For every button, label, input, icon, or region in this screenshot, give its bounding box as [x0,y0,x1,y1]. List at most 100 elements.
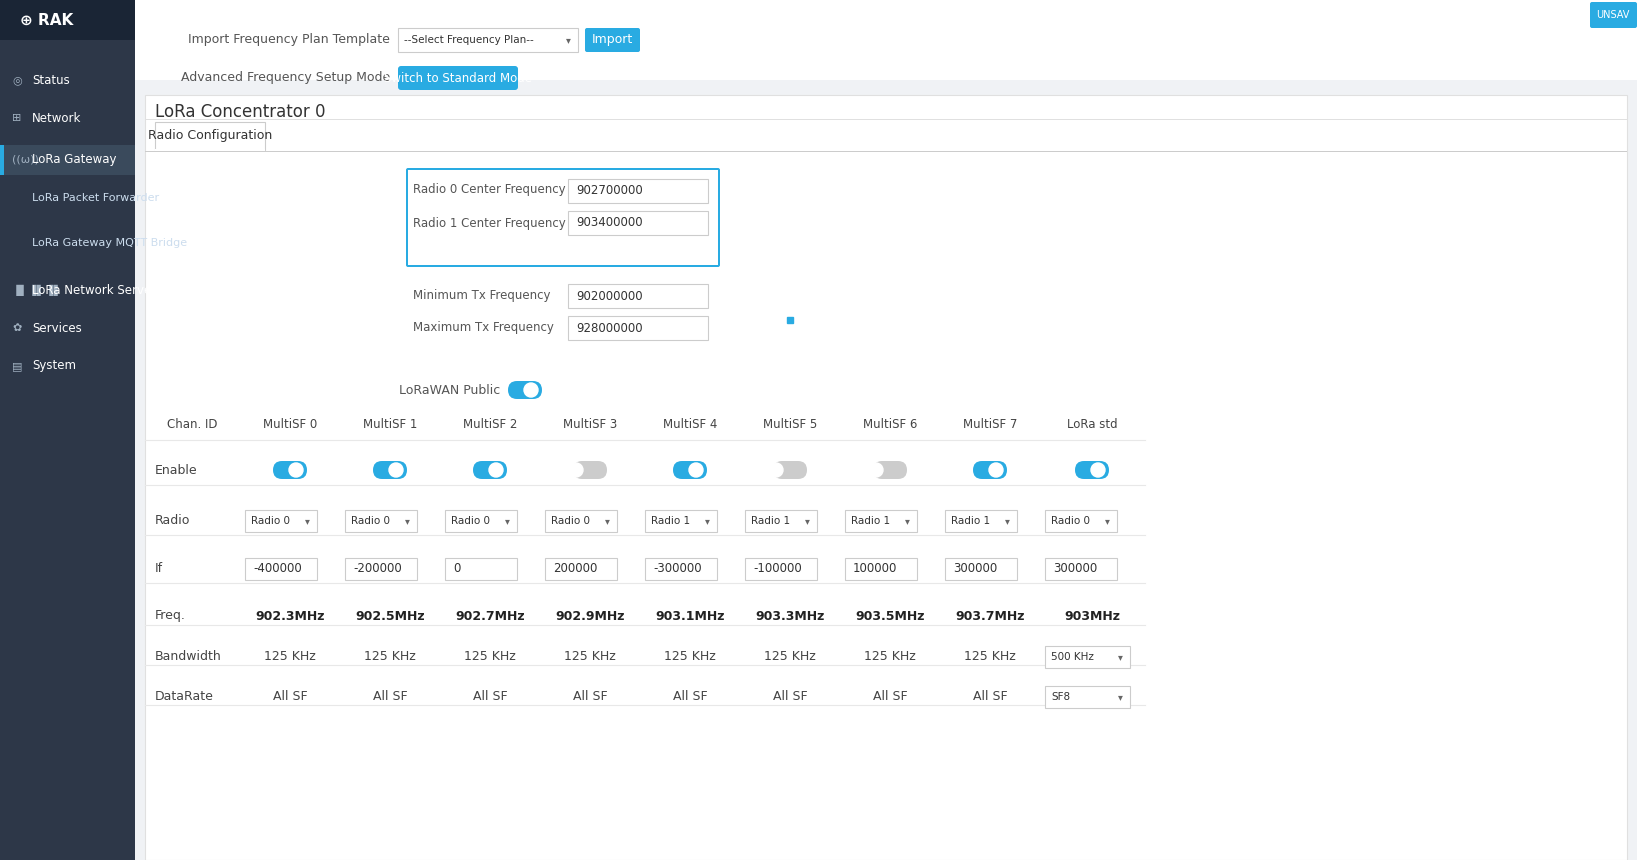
Text: All SF: All SF [473,690,507,703]
Bar [445,510,517,532]
Text: All SF: All SF [673,690,707,703]
Text: Radio 1 Center Frequency: Radio 1 Center Frequency [413,217,566,230]
Bar [0,145,3,175]
Circle shape [869,463,882,477]
Text: Switch to Standard Mode: Switch to Standard Mode [385,71,532,84]
Text: 902.5MHz: 902.5MHz [355,610,426,623]
Text: 125 KHz: 125 KHz [363,649,416,662]
Bar [345,510,417,532]
Text: 100000: 100000 [853,562,897,575]
Text: 125 KHz: 125 KHz [465,649,516,662]
Text: --Select Frequency Plan--: --Select Frequency Plan-- [404,35,534,45]
Bar [745,558,817,580]
Text: Bandwidth: Bandwidth [156,649,221,662]
Text: All SF: All SF [773,690,807,703]
Text: Chan. ID: Chan. ID [167,419,218,432]
FancyBboxPatch shape [373,461,408,479]
Circle shape [769,463,782,477]
Bar [246,510,318,532]
Text: LoRa Gateway MQTT Bridge: LoRa Gateway MQTT Bridge [33,238,187,248]
Text: LoRa std: LoRa std [1067,419,1118,432]
Text: All SF: All SF [972,690,1007,703]
Bar [398,28,578,52]
Text: SF8: SF8 [1051,692,1071,702]
Text: 903.5MHz: 903.5MHz [855,610,925,623]
Text: MultiSF 3: MultiSF 3 [563,419,617,432]
Bar [156,122,265,150]
Text: ⊞: ⊞ [11,113,21,123]
Text: Import Frequency Plan Template: Import Frequency Plan Template [188,34,390,46]
Text: 125 KHz: 125 KHz [864,649,915,662]
Bar [945,510,1017,532]
FancyBboxPatch shape [1076,461,1108,479]
Text: ▾: ▾ [1118,652,1123,662]
Bar [408,170,719,265]
Text: ▾: ▾ [604,516,609,526]
Bar [0,0,134,860]
Bar [445,558,517,580]
Text: Radio 0: Radio 0 [452,516,489,526]
Text: 125 KHz: 125 KHz [565,649,616,662]
Text: System: System [33,359,75,372]
Text: Radio 1: Radio 1 [851,516,891,526]
Text: If: If [156,562,164,574]
Text: 903400000: 903400000 [576,217,643,230]
Bar [568,284,707,308]
Bar [1044,646,1130,668]
FancyBboxPatch shape [972,461,1007,479]
Circle shape [989,463,1003,477]
Text: ▾: ▾ [504,516,509,526]
Text: ◎: ◎ [11,75,21,85]
Text: Network: Network [33,112,82,125]
Text: Radio Configuration: Radio Configuration [147,130,272,143]
Circle shape [524,383,539,397]
FancyBboxPatch shape [873,461,907,479]
Text: 902700000: 902700000 [576,185,643,198]
Text: MultiSF 0: MultiSF 0 [264,419,318,432]
Text: ▾: ▾ [1118,692,1123,702]
FancyBboxPatch shape [584,28,640,52]
Bar [1044,686,1130,708]
Bar [745,510,817,532]
Text: MultiSF 1: MultiSF 1 [363,419,417,432]
Text: ▾: ▾ [1005,516,1010,526]
Text: MultiSF 4: MultiSF 4 [663,419,717,432]
Text: LoRa Packet Forwarder: LoRa Packet Forwarder [33,193,159,203]
Text: MultiSF 5: MultiSF 5 [763,419,817,432]
Bar [568,179,707,203]
Bar [156,149,265,151]
Circle shape [290,463,303,477]
Text: ((ω)): ((ω)) [11,155,39,165]
FancyBboxPatch shape [773,461,807,479]
Text: Radio 1: Radio 1 [751,516,791,526]
Text: DataRate: DataRate [156,690,214,703]
Circle shape [570,463,583,477]
Bar [845,510,917,532]
Text: 902000000: 902000000 [576,290,643,303]
Text: 928000000: 928000000 [576,322,643,335]
Text: Services: Services [33,322,82,335]
Bar [645,558,717,580]
Text: MultiSF 2: MultiSF 2 [463,419,517,432]
Bar [246,558,318,580]
Text: ▾: ▾ [905,516,910,526]
Text: ✿: ✿ [11,323,21,333]
Bar [146,119,1627,120]
FancyBboxPatch shape [398,66,517,90]
FancyBboxPatch shape [406,168,720,267]
Text: Status: Status [33,73,70,87]
Text: Radio 0: Radio 0 [350,516,390,526]
Circle shape [1090,463,1105,477]
Text: UNSAV: UNSAV [1596,10,1630,20]
Text: Import: Import [591,34,632,46]
Bar [545,558,617,580]
Text: 125 KHz: 125 KHz [264,649,316,662]
Bar [568,211,707,235]
FancyBboxPatch shape [473,461,507,479]
Bar [0,0,134,40]
Text: Advanced Frequency Setup Mode: Advanced Frequency Setup Mode [180,71,390,84]
Text: Enable: Enable [156,464,198,476]
Bar [146,95,1627,860]
Text: -300000: -300000 [653,562,702,575]
FancyBboxPatch shape [507,381,542,399]
